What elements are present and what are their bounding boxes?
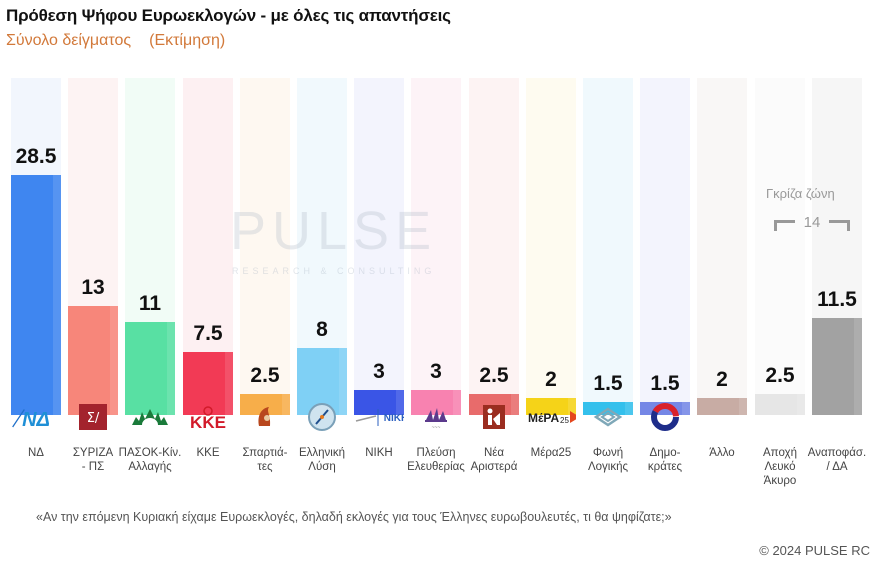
category-label: Αναποφάσ. / ΔΑ [807,447,867,473]
bar-value-label: 8 [316,318,328,341]
bar [125,322,175,415]
bar-value-label: 3 [373,360,385,383]
column-background [583,78,633,415]
category-label: ΚΚΕ [196,447,220,459]
kke-logo-icon: ΚΚΕ [183,402,233,432]
elliniki-lysi-logo-icon [297,402,347,432]
mera25-logo-icon: ΜέΡΑ 25 [526,402,576,432]
column-background [411,78,461,415]
category-label: Άλλο [709,447,735,459]
bar-value-label: 3 [430,360,442,383]
column-background [755,78,805,415]
category-label: Πλεύση Ελευθερίας [407,447,465,473]
category-label: Δημο-κράτες [647,447,683,473]
spartiates-logo-icon [240,402,290,432]
bar-value-label: 11.5 [817,288,857,311]
survey-question: «Αν την επόμενη Κυριακή είχαμε Ευρωεκλογ… [36,510,672,524]
category-label: Φωνή Λογικής [587,447,629,473]
plefsi-logo-icon: ~~~ [411,402,461,432]
bar [697,398,747,415]
watermark-tagline: RESEARCH & CONSULTING [232,266,436,276]
column-background [526,78,576,415]
nea-aristera-logo-icon [469,402,519,432]
category-label: Ελληνική Λύση [298,447,346,473]
svg-text:~~~: ~~~ [432,425,441,430]
watermark-logo: PULSE [230,201,438,261]
category-label: ΝΔ [28,447,44,459]
column-background [697,78,747,415]
category-label: ΠΑΣΟΚ-Κίν. Αλλαγής [118,447,182,473]
pasok-logo-icon [125,402,175,432]
column-background [354,78,404,415]
svg-text:Σ/: Σ/ [87,411,100,426]
bracket-right-icon [829,220,850,231]
bar [526,398,576,415]
column-background [240,78,290,415]
bar-value-label: 1.5 [650,372,680,395]
chart-subtitle: Σύνολο δείγματος (Εκτίμηση) [6,32,225,50]
svg-text:25: 25 [560,416,569,425]
bar [812,318,862,415]
bar [354,390,404,415]
svg-text:ΝΙΚΗ: ΝΙΚΗ [384,413,404,424]
category-label: ΣΥΡΙΖΑ - ΠΣ [72,447,114,473]
bar-value-label: 2.5 [479,364,509,387]
syriza-logo-icon: Σ/ [68,402,118,432]
category-label: Μέρα25 [530,447,572,459]
svg-text:ΜέΡΑ: ΜέΡΑ [528,411,560,425]
bar-value-label: 28.5 [15,145,57,168]
bar-value-label: 2.5 [250,364,280,387]
bar [469,394,519,415]
gray-zone-value: 14 [803,214,821,231]
bar [11,175,61,415]
chart-title: Πρόθεση Ψήφου Ευρωεκλογών - με όλες τις … [6,6,451,25]
copyright: © 2024 PULSE RC [759,543,870,558]
bar-value-label: 2 [716,368,728,391]
bar-value-label: 2 [545,368,557,391]
bar-value-label: 11 [138,292,162,315]
svg-text:ΝΔ: ΝΔ [22,409,50,430]
category-label: Αποχή Λευκό Άκυρο [763,447,797,487]
foni-logikis-logo-icon [583,402,633,432]
bar [183,352,233,415]
bar [240,394,290,415]
bar-value-label: 2.5 [765,364,795,387]
nd-logo-icon: ΝΔ [11,402,61,432]
category-label: Σπαρτιά-τες [242,447,288,473]
subtitle-estimate: (Εκτίμηση) [149,32,226,49]
bar [411,390,461,415]
bar-value-label: 1.5 [593,372,623,395]
bar [755,394,805,415]
bar [68,306,118,415]
bar-value-label: 13 [81,276,105,299]
column-background [469,78,519,415]
column-background [640,78,690,415]
dimokrates-logo-icon [640,402,690,432]
category-label: Νέα Αριστερά [470,447,518,473]
subtitle-sample: Σύνολο δείγματος [6,32,132,49]
category-label: ΝΙΚΗ [365,447,393,459]
bracket-left-icon [774,220,795,231]
gray-zone-label: Γκρίζα ζώνη [766,186,835,201]
svg-text:ΚΚΕ: ΚΚΕ [190,413,226,429]
bar-value-label: 7.5 [193,322,223,345]
niki-logo-icon: ΝΙΚΗ [354,402,404,432]
